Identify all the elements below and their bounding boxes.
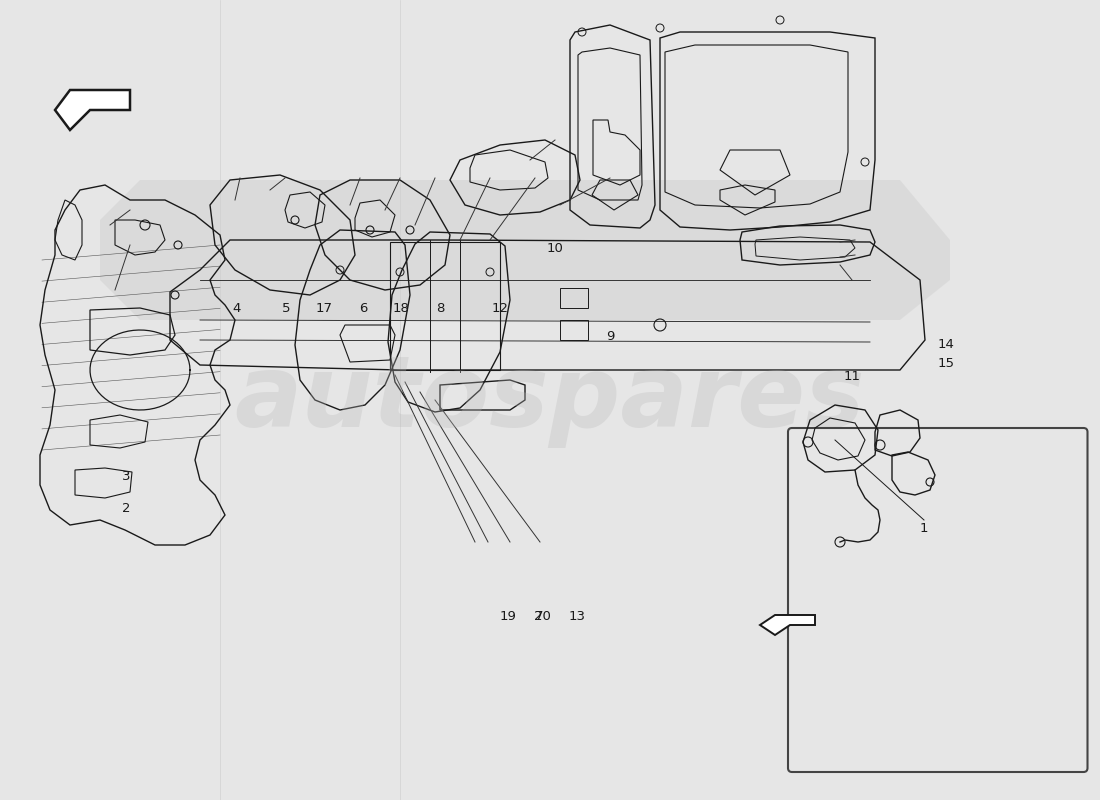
Text: autospares: autospares — [234, 351, 866, 449]
Polygon shape — [55, 90, 130, 130]
Text: 2: 2 — [122, 502, 131, 514]
Text: 5: 5 — [282, 302, 290, 314]
Text: 15: 15 — [937, 358, 955, 370]
Text: 6: 6 — [359, 302, 367, 314]
Text: 13: 13 — [569, 610, 586, 622]
Text: 20: 20 — [534, 610, 551, 622]
Polygon shape — [100, 180, 950, 320]
Text: 19: 19 — [499, 610, 517, 622]
Text: 4: 4 — [232, 302, 241, 314]
Polygon shape — [760, 615, 815, 635]
Text: 17: 17 — [316, 302, 333, 314]
Text: 1: 1 — [920, 522, 928, 534]
FancyBboxPatch shape — [788, 428, 1088, 772]
Text: 8: 8 — [436, 302, 444, 314]
Text: 10: 10 — [547, 242, 564, 254]
Text: 7: 7 — [535, 610, 543, 622]
Text: 11: 11 — [844, 370, 861, 382]
Text: 14: 14 — [937, 338, 955, 350]
Text: 12: 12 — [492, 302, 509, 314]
Bar — [560, 288, 588, 308]
Text: 18: 18 — [393, 302, 410, 314]
Bar — [560, 320, 588, 340]
Text: 3: 3 — [122, 470, 131, 482]
Text: 9: 9 — [606, 330, 615, 342]
